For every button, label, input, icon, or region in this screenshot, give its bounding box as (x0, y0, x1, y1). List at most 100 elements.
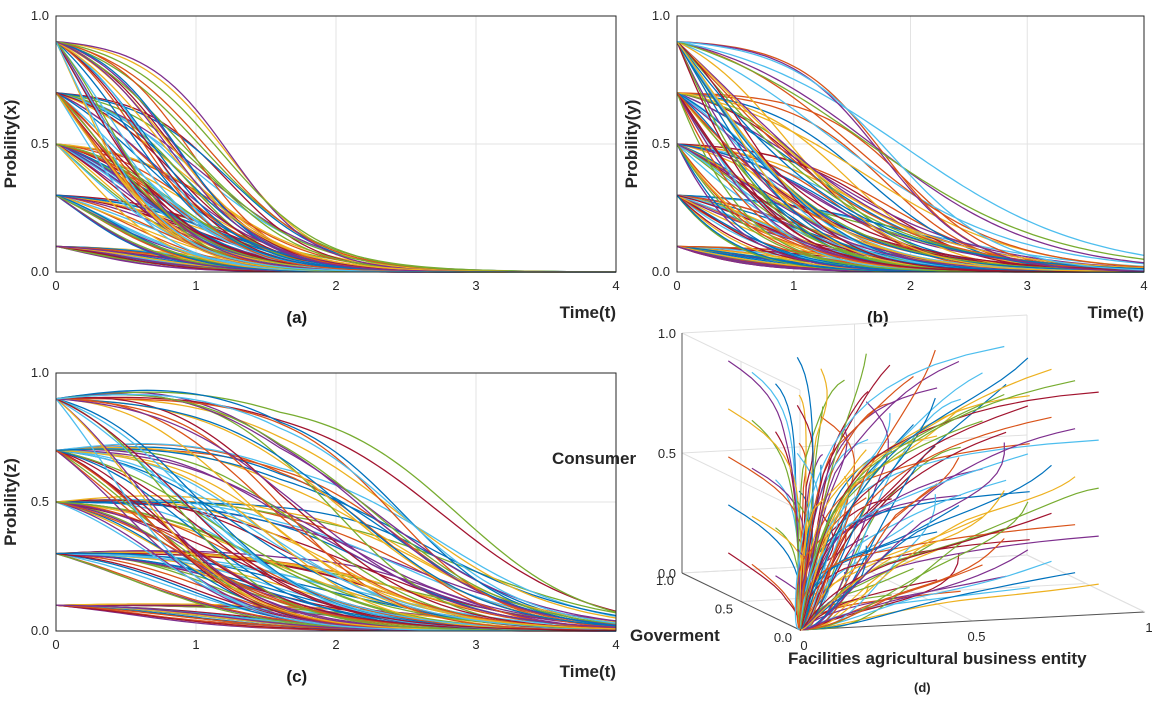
x-tick-label: 1 (192, 637, 199, 652)
x-tick-label: 2 (907, 278, 914, 293)
z-tick-label: 0.5 (658, 446, 676, 461)
series-line (55, 397, 617, 630)
panel-b-xlabel: Time(t) (1088, 303, 1144, 322)
series-line (55, 391, 617, 613)
grid-line-3d (681, 434, 1028, 454)
series-line (55, 446, 617, 626)
x-tick-label: 1 (1145, 620, 1152, 635)
y-tick-label: 1.0 (656, 573, 674, 588)
series-line (55, 552, 617, 629)
series-line (55, 449, 617, 626)
trajectory-line (727, 552, 801, 630)
series-line (55, 398, 617, 629)
x-tick-label: 0 (800, 638, 807, 653)
panel-d-ylabel: Goverment (630, 626, 720, 645)
x-tick-label: 2 (332, 637, 339, 652)
x-tick-label: 4 (612, 637, 619, 652)
series-line (676, 40, 1145, 264)
trajectory-line (794, 345, 1005, 631)
series-line (55, 391, 617, 626)
panel-d: 00.510.00.51.00.00.51.0 Consumer Goverme… (552, 314, 1153, 695)
x-tick-label: 4 (612, 278, 619, 293)
series-line (676, 92, 1145, 272)
x-tick-label: 0 (52, 278, 59, 293)
series-line (55, 398, 617, 630)
grid-line-3d (681, 452, 801, 511)
panel-b-ticks: 0 1 2 3 4 0.0 0.5 1.0 (652, 8, 1148, 293)
series-line (55, 398, 617, 628)
series-line (55, 398, 616, 632)
panel-d-xlabel: Facilities agricultural business entity (788, 649, 1087, 668)
x-tick-label: 1 (192, 278, 199, 293)
trajectory-line (798, 524, 1076, 631)
series-line (676, 41, 1145, 270)
y-tick-label: 0.0 (31, 623, 49, 638)
y-tick-label: 0.0 (774, 630, 792, 645)
panel-a-frame (55, 15, 617, 273)
panel-c: 0 1 2 3 4 0.0 0.5 1.0 Time(t) Probility(z) (c) (1, 365, 620, 686)
panel-c-lines (55, 389, 617, 632)
series-line (55, 397, 617, 619)
series-line (55, 449, 617, 630)
axis-line-3d (681, 572, 801, 631)
panel-b-ylabel: Probility(y) (622, 100, 641, 189)
panel-c-frame (55, 372, 617, 632)
grid-line-3d (1026, 554, 1146, 613)
y-tick-label: 0.0 (652, 264, 670, 279)
axis-line-3d (799, 611, 1146, 631)
z-tick-label: 1.0 (658, 326, 676, 341)
y-tick-label: 0.0 (31, 264, 49, 279)
y-tick-label: 0.5 (31, 136, 49, 151)
panel-a-label: (a) (286, 308, 307, 327)
panel-c-ticks: 0 1 2 3 4 0.0 0.5 1.0 (31, 365, 620, 652)
trajectory-line (727, 360, 801, 630)
series-line (676, 40, 1145, 257)
series-line (676, 40, 1145, 260)
series-line (55, 393, 617, 624)
series-line (55, 398, 616, 632)
x-tick-label: 3 (472, 637, 479, 652)
trajectory-line (799, 393, 1005, 630)
y-tick-label: 1.0 (31, 8, 49, 23)
series-line (676, 41, 1144, 273)
panel-a-xlabel: Time(t) (560, 303, 616, 322)
series-line (55, 394, 617, 625)
panel-b-lines (676, 40, 1145, 273)
panel-d-ticks: 00.510.00.51.00.00.51.0 (656, 326, 1153, 653)
series-line (56, 501, 617, 626)
grid-line-3d (681, 314, 1028, 334)
panel-b: 0 1 2 3 4 0.0 0.5 1.0 Time(t) Probility(y) (b) (622, 8, 1148, 327)
trajectory-line (803, 442, 1005, 631)
x-tick-label: 2 (332, 278, 339, 293)
panel-b-frame (676, 15, 1145, 273)
x-tick-label: 0 (52, 637, 59, 652)
panel-a-ticks: 0 1 2 3 4 0.0 0.5 1.0 (31, 8, 620, 293)
z-tick-label: 0.0 (658, 566, 676, 581)
x-tick-label: 1 (790, 278, 797, 293)
panel-a: 0 1 2 3 4 0.0 0.5 1.0 Time(t) Probility(x) (a) (1, 8, 620, 327)
x-tick-label: 0 (673, 278, 680, 293)
trajectory-line (800, 357, 1029, 630)
x-tick-label: 3 (1024, 278, 1031, 293)
panel-d-lines (727, 345, 1099, 631)
series-line (676, 92, 1145, 269)
series-line (55, 448, 617, 627)
series-line (676, 41, 1144, 272)
grid-line-3d (681, 332, 801, 391)
panel-c-xlabel: Time(t) (560, 662, 616, 681)
series-line (676, 40, 1145, 271)
panel-d-zlabel: Consumer (552, 449, 636, 468)
series-line (676, 40, 1145, 272)
series-line (55, 398, 617, 627)
panel-b-label: (b) (867, 308, 889, 327)
panel-a-ylabel: Probility(x) (1, 100, 20, 189)
y-tick-label: 1.0 (652, 8, 670, 23)
x-tick-label: 3 (472, 278, 479, 293)
panel-c-label: (c) (286, 667, 307, 686)
panel-d-label: (d) (914, 680, 931, 695)
y-tick-label: 0.5 (31, 494, 49, 509)
trajectory-line (800, 490, 1005, 631)
y-tick-label: 0.5 (715, 602, 733, 617)
trajectory-line (799, 405, 1029, 631)
